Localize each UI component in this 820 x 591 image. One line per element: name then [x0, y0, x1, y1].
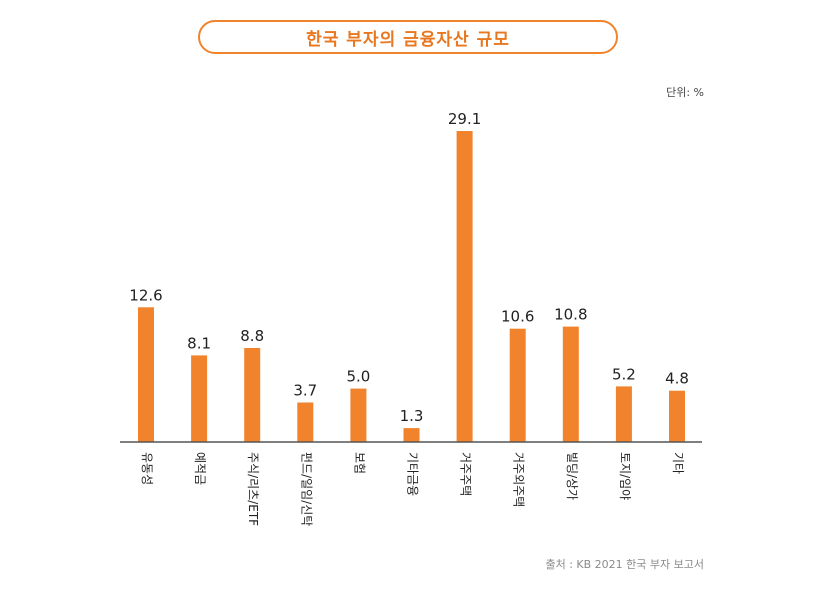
bar-4 — [297, 402, 314, 442]
bar-3 — [244, 348, 261, 442]
value-label-9: 10.8 — [554, 306, 587, 324]
bar-10 — [615, 386, 632, 442]
value-label-10: 5.2 — [612, 365, 636, 383]
category-label-4: 펀드/일임/신탁 — [299, 452, 313, 526]
unit-label: 단위: % — [666, 86, 704, 99]
bars-layer: 12.6 유동성 8.1 예적금 8.8 주식/리츠/ETF 3.7 펀드/일임/신탁 5.0 보… — [129, 110, 689, 526]
value-label-8: 10.6 — [501, 308, 534, 326]
value-label-5: 5.0 — [346, 368, 370, 386]
category-label-3: 주식/리츠/ETF — [246, 452, 260, 526]
bar-6 — [403, 428, 420, 442]
bar-1 — [138, 307, 154, 442]
bar-8 — [509, 328, 526, 442]
value-label-11: 4.8 — [665, 370, 689, 388]
category-label-10: 토지/임야 — [618, 452, 632, 500]
category-label-9: 빌딩/상가 — [565, 452, 579, 500]
source-note: 출처 : KB 2021 한국 부자 보고서 — [545, 558, 704, 571]
value-label-3: 8.8 — [240, 327, 264, 345]
bar-7 — [456, 131, 473, 442]
value-label-7: 29.1 — [448, 110, 481, 128]
value-label-4: 3.7 — [293, 382, 317, 400]
category-label-11: 기타 — [671, 452, 685, 474]
bar-2 — [191, 355, 208, 442]
category-label-6: 기타금융 — [406, 452, 420, 496]
chart-title: 한국 부자의 금융자산 규모 — [198, 20, 618, 54]
value-label-2: 8.1 — [187, 334, 211, 352]
category-label-5: 보험 — [352, 452, 366, 474]
bar-9 — [562, 326, 579, 442]
category-label-8: 거주외주택 — [512, 452, 526, 507]
category-label-1: 유동성 — [140, 452, 154, 485]
category-label-2: 예적금 — [193, 452, 207, 485]
bar-5 — [350, 388, 367, 442]
bar-11 — [669, 390, 685, 442]
category-label-7: 거주주택 — [459, 452, 473, 496]
value-label-1: 12.6 — [129, 286, 162, 304]
value-label-6: 1.3 — [400, 407, 424, 425]
